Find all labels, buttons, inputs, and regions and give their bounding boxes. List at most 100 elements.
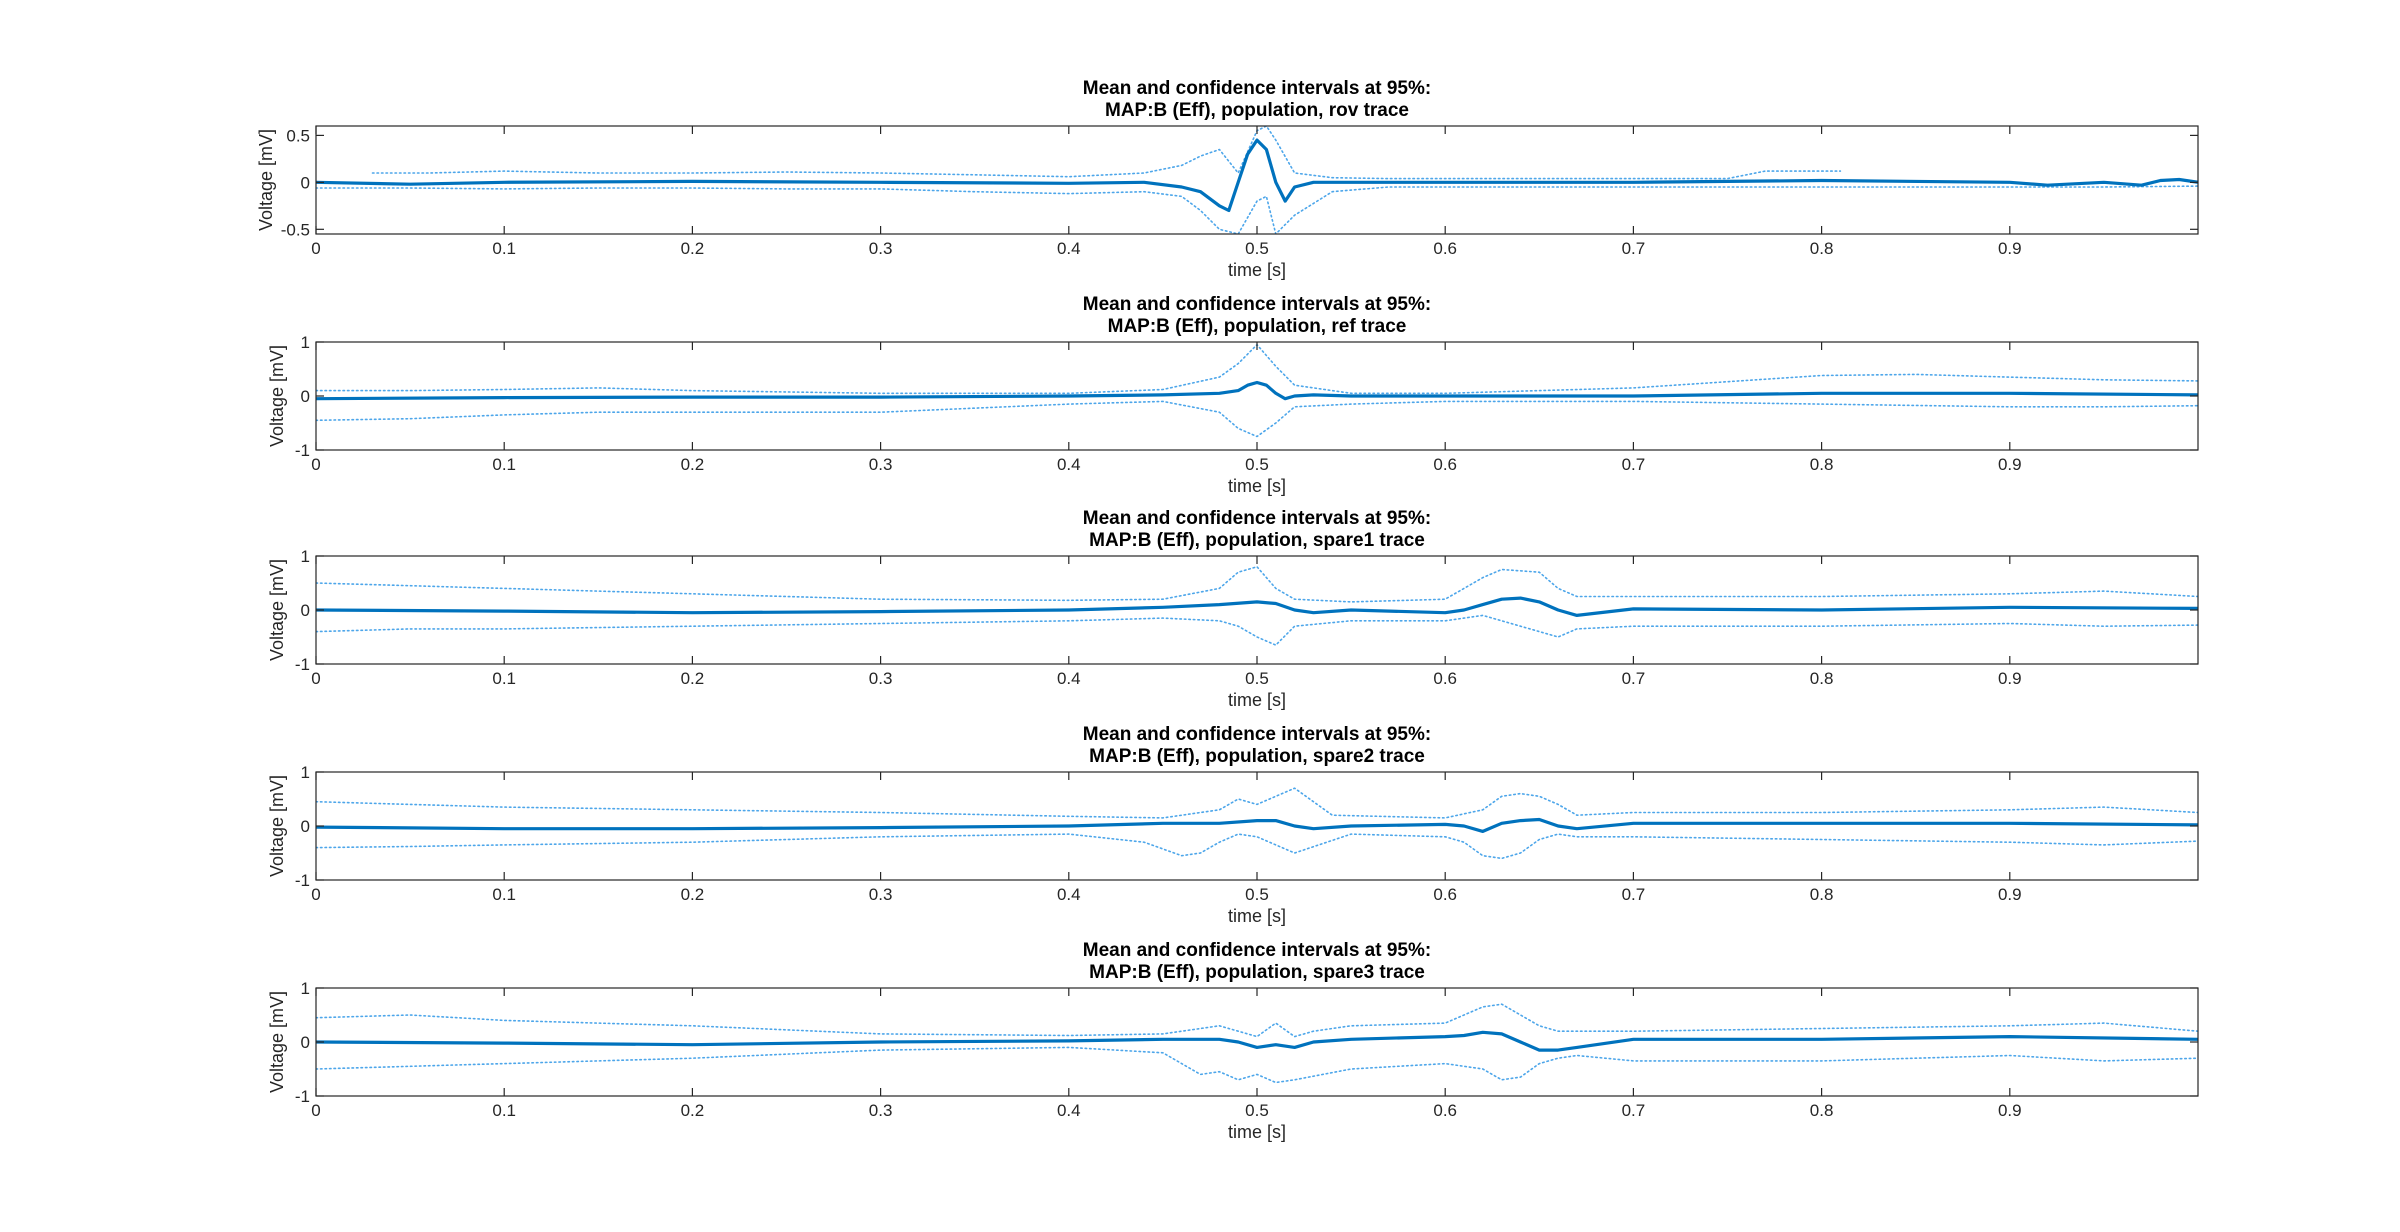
x-tick-label: 0.9 [1998,669,2022,688]
x-tick-label: 0.4 [1057,1101,1081,1120]
axes-box [315,771,2199,881]
x-axis-label: time [s] [1228,690,1286,710]
subplot-5: Mean and confidence intervals at 95%:MAP… [267,940,2199,1142]
upper-ci-line [371,126,1842,180]
x-tick-label: 0.7 [1622,669,1646,688]
x-tick-label: 0.1 [492,885,516,904]
x-tick-label: 0 [311,669,320,688]
x-tick-label: 0.4 [1057,239,1081,258]
x-tick-label: 0.6 [1433,239,1457,258]
y-axis-label: Voltage [mV] [267,775,287,877]
x-tick-label: 0.9 [1998,239,2022,258]
subplot-title-line-1: Mean and confidence intervals at 95%: [1083,940,1431,961]
x-tick-label: 0.3 [869,885,893,904]
series-group [316,1003,2198,1084]
y-tick-label: 0 [301,601,310,620]
x-tick-label: 0.2 [681,455,705,474]
x-tick-label: 0.5 [1245,455,1269,474]
y-tick-label: 0 [301,387,310,406]
y-tick-label: 0 [301,1033,310,1052]
subplot-2: Mean and confidence intervals at 95%:MAP… [267,294,2199,496]
series-group [316,126,2198,234]
subplot-title-line-2: MAP:B (Eff), population, spare2 trace [1089,746,1425,767]
x-tick-label: 0 [311,239,320,258]
subplot-4: Mean and confidence intervals at 95%:MAP… [267,724,2199,926]
subplot-title-line-1: Mean and confidence intervals at 95%: [1083,508,1431,529]
subplot-title-line-2: MAP:B (Eff), population, spare1 trace [1089,530,1425,551]
x-tick-label: 0.3 [869,669,893,688]
x-tick-label: 0.2 [681,885,705,904]
subplot-title-line-1: Mean and confidence intervals at 95%: [1083,724,1431,745]
y-tick-label: 1 [301,333,310,352]
x-tick-label: 0 [311,885,320,904]
upper-ci-line [316,787,2198,819]
x-tick-label: 0.3 [869,1101,893,1120]
x-tick-label: 0.5 [1245,239,1269,258]
x-tick-label: 0.5 [1245,885,1269,904]
x-tick-label: 0.3 [869,455,893,474]
y-tick-label: 1 [301,547,310,566]
x-tick-label: 0.8 [1810,455,1834,474]
x-tick-label: 0.4 [1057,455,1081,474]
y-tick-label: -1 [295,871,310,890]
y-axis-label: Voltage [mV] [256,129,276,231]
y-axis-label: Voltage [mV] [267,345,287,447]
x-tick-label: 0.5 [1245,669,1269,688]
x-tick-label: 0.8 [1810,1101,1834,1120]
y-tick-label: 1 [301,979,310,998]
mean-line [316,817,2198,834]
axes-box [315,987,2199,1097]
x-tick-label: 0 [311,455,320,474]
x-tick-label: 0.4 [1057,885,1081,904]
x-tick-label: 0.9 [1998,885,2022,904]
x-tick-label: 0.2 [681,239,705,258]
mean-line [316,1030,2198,1052]
y-tick-label: 1 [301,763,310,782]
lower-ci-line [316,185,2198,234]
subplot-title-line-1: Mean and confidence intervals at 95%: [1083,78,1431,99]
subplot-title-line-2: MAP:B (Eff), population, spare3 trace [1089,962,1425,983]
x-tick-label: 0.9 [1998,455,2022,474]
y-axis-label: Voltage [mV] [267,559,287,661]
x-tick-label: 0.6 [1433,669,1457,688]
x-tick-label: 0.7 [1622,239,1646,258]
lower-ci-line [316,1046,2198,1084]
x-tick-label: 0.6 [1433,1101,1457,1120]
lower-ci-line [316,614,2198,646]
subplot-3: Mean and confidence intervals at 95%:MAP… [267,508,2199,710]
subplot-1: Mean and confidence intervals at 95%:MAP… [256,78,2199,280]
x-tick-label: 0.4 [1057,669,1081,688]
upper-ci-line [316,1003,2198,1038]
x-axis-label: time [s] [1228,906,1286,926]
x-tick-label: 0.1 [492,455,516,474]
x-tick-label: 0.7 [1622,455,1646,474]
y-tick-label: 0 [301,817,310,836]
series-group [316,565,2198,646]
y-axis-label: Voltage [mV] [267,991,287,1093]
x-tick-label: 0.7 [1622,885,1646,904]
upper-ci-line [316,343,2198,395]
y-tick-label: 0.5 [286,126,310,145]
x-tick-label: 0.8 [1810,885,1834,904]
x-tick-label: 0.6 [1433,885,1457,904]
x-tick-label: 0.5 [1245,1101,1269,1120]
x-tick-label: 0.2 [681,1101,705,1120]
x-tick-label: 0.1 [492,669,516,688]
y-tick-label: -1 [295,1087,310,1106]
series-group [316,343,2198,438]
lower-ci-line [316,833,2198,860]
x-axis-label: time [s] [1228,1122,1286,1142]
upper-ci-line [316,565,2198,603]
x-tick-label: 0.3 [869,239,893,258]
x-axis-label: time [s] [1228,476,1286,496]
x-tick-label: 0.8 [1810,669,1834,688]
mean-line [316,138,2198,213]
subplot-title-line-2: MAP:B (Eff), population, ref trace [1108,316,1407,337]
y-tick-label: -1 [295,655,310,674]
series-group [316,787,2198,860]
y-tick-label: 0 [301,173,310,192]
x-tick-label: 0.9 [1998,1101,2022,1120]
subplot-title-line-1: Mean and confidence intervals at 95%: [1083,294,1431,315]
x-tick-label: 0.1 [492,239,516,258]
